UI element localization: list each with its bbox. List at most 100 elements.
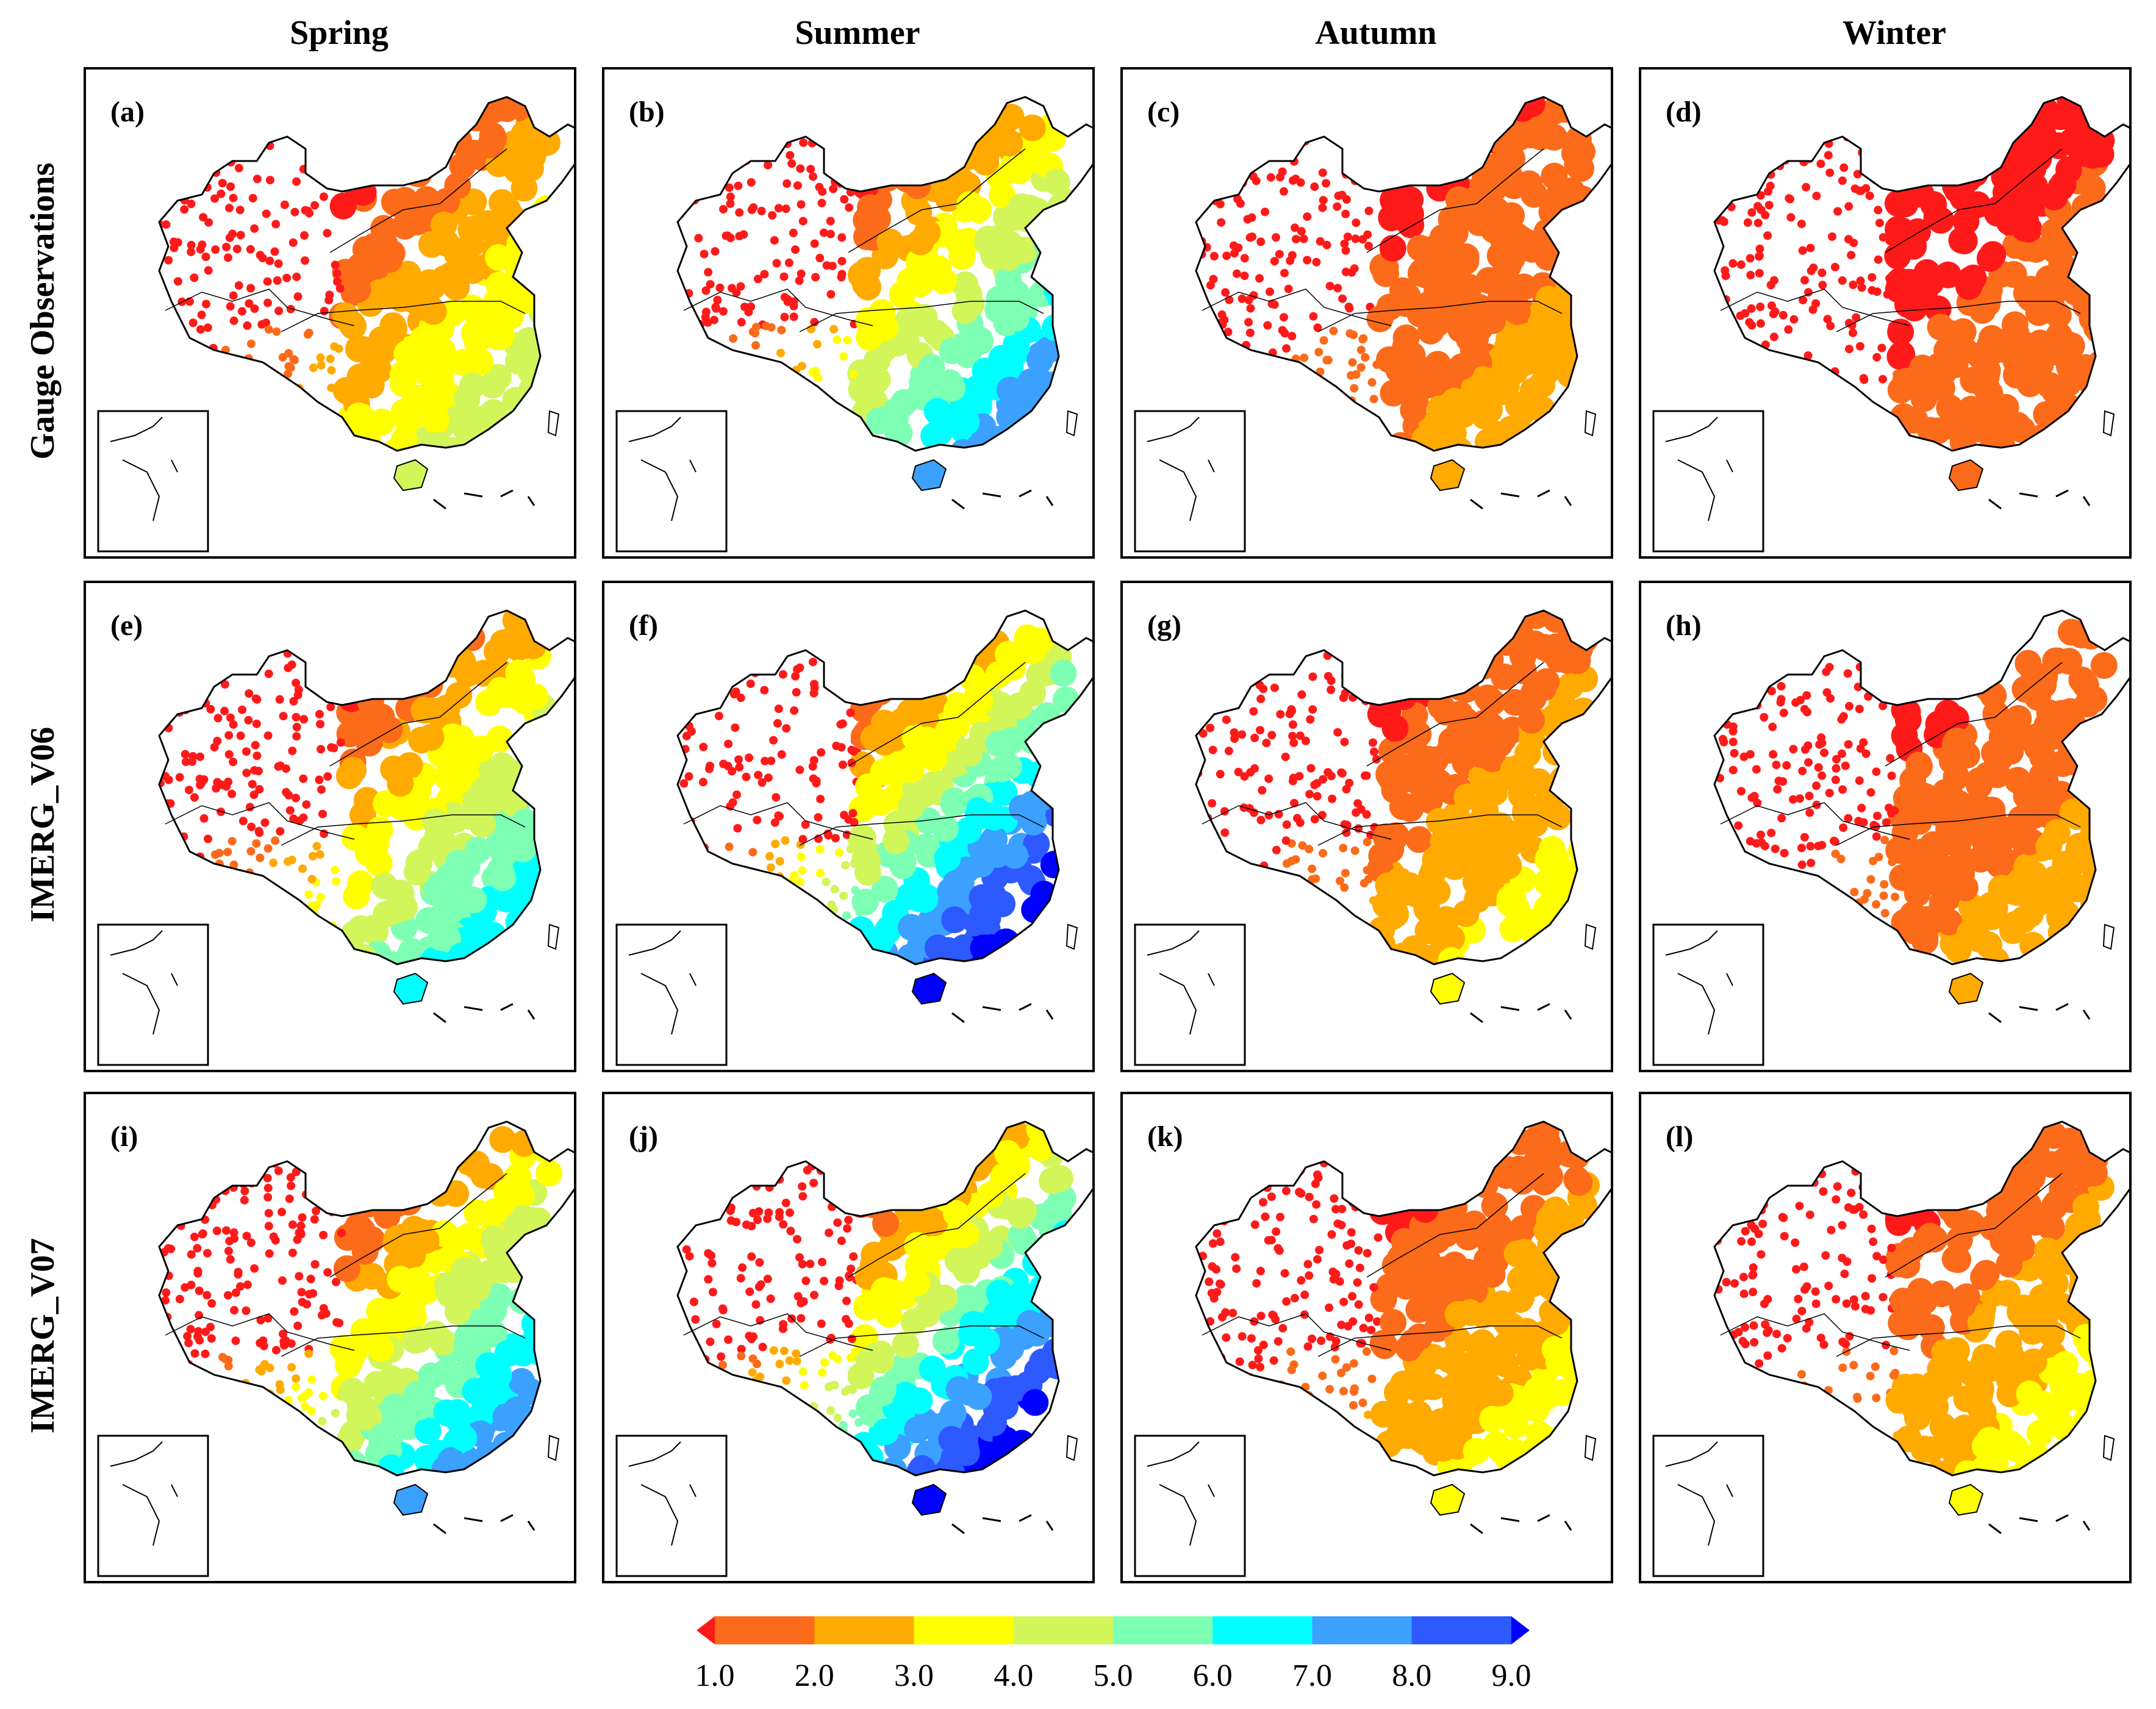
island-marker: [1988, 498, 2002, 510]
station-value-dot: [1208, 745, 1217, 754]
station-value-dot: [763, 886, 772, 894]
station-value-dot: [170, 243, 179, 253]
taiwan-island: [547, 410, 560, 437]
station-value-dot: [2082, 737, 2110, 765]
station-value-dot: [264, 1209, 273, 1218]
station-value-dot: [1288, 776, 1297, 786]
station-value-dot: [265, 1430, 274, 1439]
station-value-dot: [1001, 237, 1028, 265]
station-value-dot: [252, 1144, 260, 1153]
station-value-dot: [1273, 440, 1283, 450]
station-value-dot: [1736, 116, 1745, 125]
station-value-dot: [779, 272, 789, 281]
station-value-dot: [159, 1131, 165, 1141]
climate-region-boundary: [165, 1313, 355, 1351]
station-value-dot: [2044, 132, 2072, 159]
station-value-dot: [247, 384, 256, 393]
station-value-dot: [1841, 935, 1850, 944]
station-value-dot: [1878, 120, 1887, 128]
station-value-dot: [2056, 708, 2083, 735]
station-value-dot: [678, 1153, 682, 1162]
station-value-dot: [331, 865, 340, 875]
station-value-dot: [1008, 193, 1035, 220]
station-value-dot: [1356, 137, 1364, 146]
station-value-dot: [1314, 926, 1323, 936]
station-value-dot: [1783, 436, 1792, 445]
station-value-dot: [1788, 427, 1797, 436]
station-value-dot: [747, 302, 756, 311]
station-value-dot: [797, 200, 806, 209]
climate-region-boundary: [1202, 288, 1392, 326]
station-value-dot: [1758, 101, 1767, 110]
station-value-dot: [309, 432, 318, 442]
station-value-dot: [403, 384, 431, 412]
station-value-dot: [833, 941, 842, 950]
station-value-dot: [1280, 329, 1289, 338]
station-value-dot: [1370, 104, 1398, 131]
station-value-dot: [1839, 823, 1848, 832]
station-value-dot: [1380, 611, 1408, 636]
station-value-dot: [1395, 632, 1423, 659]
station-value-dot: [1256, 726, 1265, 735]
station-value-dot: [534, 428, 561, 451]
island-marker: [464, 1517, 483, 1522]
station-value-dot: [831, 419, 840, 428]
station-value-dot: [1364, 242, 1373, 251]
station-value-dot: [357, 112, 384, 140]
station-value-dot: [254, 1135, 263, 1144]
station-value-dot: [1274, 890, 1283, 900]
station-value-dot: [1517, 706, 1545, 734]
station-value-dot: [1439, 420, 1467, 447]
station-value-dot: [1804, 288, 1813, 297]
station-value-dot: [523, 928, 551, 955]
station-value-dot: [734, 440, 743, 450]
station-value-dot: [1798, 246, 1807, 255]
station-value-dot: [287, 1181, 296, 1191]
station-value-dot: [1424, 120, 1452, 148]
station-value-dot: [1322, 240, 1331, 249]
station-value-dot: [221, 1437, 231, 1446]
station-value-dot: [301, 431, 310, 440]
station-value-dot: [331, 260, 340, 270]
station-value-dot: [705, 623, 714, 632]
station-value-dot: [1282, 820, 1291, 829]
station-value-dot: [204, 218, 213, 227]
station-value-dot: [1240, 271, 1249, 281]
station-value-dot: [795, 663, 804, 672]
station-value-dot: [422, 808, 449, 836]
station-value-dot: [345, 403, 373, 429]
station-value-dot: [1903, 152, 1930, 180]
station-value-dot: [287, 1363, 296, 1372]
station-value-dot: [1319, 336, 1328, 345]
station-value-dot: [1861, 749, 1871, 758]
station-value-dot: [1872, 767, 1881, 776]
station-value-dot: [1755, 251, 1764, 260]
station-value-dot: [1295, 637, 1304, 646]
station-value-dot: [1917, 417, 1944, 444]
station-value-dot: [464, 837, 492, 864]
station-value-dot: [1769, 309, 1778, 318]
china-boundary: [158, 1120, 574, 1477]
station-value-dot: [269, 858, 278, 867]
station-value-dot: [177, 170, 186, 179]
station-value-dot: [438, 102, 465, 129]
station-value-dot: [1739, 134, 1749, 143]
station-value-dot: [226, 906, 235, 915]
climate-region-boundary: [165, 288, 355, 326]
station-value-dot: [216, 108, 225, 117]
station-value-dot: [850, 106, 878, 133]
station-value-dot: [1370, 134, 1379, 143]
station-value-dot: [513, 423, 540, 450]
station-value-dot: [1769, 750, 1778, 759]
station-value-dot: [1962, 659, 1989, 687]
station-value-dot: [1399, 159, 1426, 187]
station-value-dot: [1807, 658, 1816, 667]
station-value-dot: [1838, 176, 1847, 185]
station-value-dot: [1571, 765, 1599, 792]
station-value-dot: [996, 129, 1023, 157]
station-value-dot: [1886, 754, 1895, 763]
station-value-dot: [837, 233, 847, 242]
station-value-dot: [2068, 666, 2096, 693]
station-value-dot: [1808, 909, 1817, 918]
station-value-dot: [201, 1349, 210, 1358]
